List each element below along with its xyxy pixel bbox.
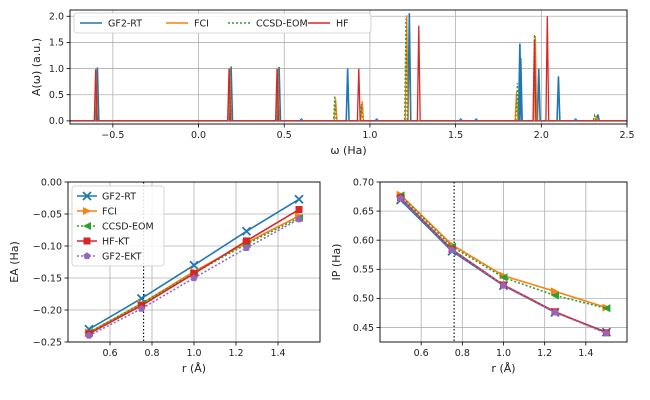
x-tick-label: 1.2 xyxy=(537,348,552,359)
chart-1: 0.6 0.8 1.0 1.2 1.4 −0.25 −0.20 −0.15 −0.10 −0.05… xyxy=(8,177,321,375)
legend: GF2-RT FCI CCSD-EOM HF xyxy=(73,12,372,34)
legend-label: HF-KT xyxy=(102,237,130,248)
baseline-bump xyxy=(458,118,464,122)
y-tick-label: −0.05 xyxy=(33,209,62,220)
x-tick-label: 1.0 xyxy=(496,348,511,359)
series-line-gf2-ekt xyxy=(400,197,607,335)
data-point-ccsd-eom xyxy=(602,304,611,313)
plot-area xyxy=(84,182,304,342)
baseline-bump xyxy=(299,118,304,122)
data-point-gf2-rt xyxy=(241,226,252,236)
legend-label: GF2-EKT xyxy=(102,252,142,263)
y-tick-label: −0.15 xyxy=(33,273,62,284)
y-tick-label: 0.5 xyxy=(49,90,64,101)
x-tick-label: 0.0 xyxy=(191,130,206,141)
x-tick-label: 1.2 xyxy=(228,348,243,359)
legend-marker xyxy=(83,207,91,215)
data-point-gf2-ekt xyxy=(137,304,146,312)
y-tick-label: 2.0 xyxy=(49,12,64,23)
y-axis-label: EA (Ha) xyxy=(8,241,21,283)
y-axis-label: IP (Ha) xyxy=(330,244,343,281)
x-tick-label: 0.5 xyxy=(277,130,292,141)
y-tick-label: 1.5 xyxy=(49,38,64,49)
legend: GF2-RT FCI CCSD-EOM HF-KT GF2-EKT xyxy=(71,185,165,267)
axes-frame xyxy=(69,9,628,125)
y-tick-label: 0.45 xyxy=(353,323,374,334)
legend-marker xyxy=(83,252,91,260)
x-tick-label: 2.0 xyxy=(534,130,549,141)
legend-label: FCI xyxy=(194,19,209,30)
chart-2: 0.6 0.8 1.0 1.2 1.4 0.45 0.50 0.55 0.60 0.65 0.70 r… xyxy=(330,177,628,375)
y-tick-label: 0.00 xyxy=(41,177,62,188)
data-point-ccsd-eom xyxy=(499,273,508,282)
data-point-gf2-ekt xyxy=(85,331,93,339)
data-point-hf-kt xyxy=(295,206,303,214)
legend-label: FCI xyxy=(102,207,117,218)
legend-label: GF2-RT xyxy=(102,192,136,203)
x-tick-label: 2.5 xyxy=(619,130,634,141)
x-axis-label: r (Å) xyxy=(182,362,206,375)
legend-label: GF2-RT xyxy=(108,19,142,30)
legend-marker xyxy=(82,191,92,201)
x-tick-label: 1.4 xyxy=(270,348,285,359)
chart-0: −0.5 0.0 0.5 1.0 1.5 2.0 2.5 0.0 0.5 1.0 1.5 2.0 ω (… xyxy=(30,9,635,157)
axes-frame xyxy=(67,181,321,343)
data-point-fci xyxy=(550,287,559,296)
y-tick-label: −0.25 xyxy=(33,337,62,348)
data-point-gf2-rt xyxy=(294,194,304,204)
y-tick-label: 0.65 xyxy=(353,206,374,217)
y-tick-label: 0.0 xyxy=(49,116,64,127)
legend-marker xyxy=(83,222,91,230)
x-tick-label: 1.4 xyxy=(578,348,593,359)
series-line-hf xyxy=(70,16,627,122)
plot-area xyxy=(395,182,612,342)
y-tick-label: 0.50 xyxy=(353,294,374,305)
data-point-hf-kt xyxy=(190,270,198,278)
data-point-gf2-ekt xyxy=(602,329,611,337)
x-tick-label: 0.8 xyxy=(455,348,470,359)
y-tick-label: 0.55 xyxy=(353,265,374,276)
baseline-bump xyxy=(573,118,578,122)
data-point-gf2-ekt xyxy=(295,215,303,223)
y-tick-label: 1.0 xyxy=(49,64,64,75)
legend-marker xyxy=(83,237,91,245)
legend-frame xyxy=(73,12,372,34)
x-tick-label: 0.8 xyxy=(144,348,159,359)
legend-label: CCSD-EOM xyxy=(102,222,154,233)
legend-label: HF xyxy=(336,19,349,30)
legend-frame xyxy=(71,185,165,267)
y-tick-label: −0.10 xyxy=(33,241,62,252)
x-tick-label: 1.5 xyxy=(448,130,463,141)
x-tick-label: 0.6 xyxy=(102,348,117,359)
x-tick-label: 1.0 xyxy=(186,348,201,359)
y-tick-label: 0.60 xyxy=(353,235,374,246)
data-point-gf2-ekt xyxy=(396,194,405,202)
data-point-ccsd-eom xyxy=(550,291,559,300)
y-axis-label: A(ω) (a.u.) xyxy=(30,38,43,96)
data-point-gf2-ekt xyxy=(551,308,559,316)
x-tick-label: −0.5 xyxy=(101,130,124,141)
legend-label: CCSD-EOM xyxy=(256,19,308,30)
x-axis-label: ω (Ha) xyxy=(330,144,366,157)
axes-frame xyxy=(379,181,628,343)
data-point-gf2-rt xyxy=(189,260,199,270)
baseline-bump xyxy=(473,118,479,122)
x-tick-label: 0.6 xyxy=(414,348,429,359)
y-tick-label: 0.70 xyxy=(353,177,374,188)
data-point-gf2-ekt xyxy=(242,244,251,251)
x-tick-label: 1.0 xyxy=(362,130,377,141)
data-point-gf2-ekt xyxy=(190,274,198,282)
baseline-bump xyxy=(374,118,380,122)
plot-area xyxy=(70,13,627,122)
x-axis-label: r (Å) xyxy=(491,362,515,375)
y-tick-label: −0.20 xyxy=(33,305,62,316)
series-line-gf2-ekt xyxy=(88,218,300,337)
data-point-gf2-ekt xyxy=(448,246,456,254)
data-point-hf-kt xyxy=(243,237,250,245)
data-point-gf2-ekt xyxy=(499,281,508,289)
